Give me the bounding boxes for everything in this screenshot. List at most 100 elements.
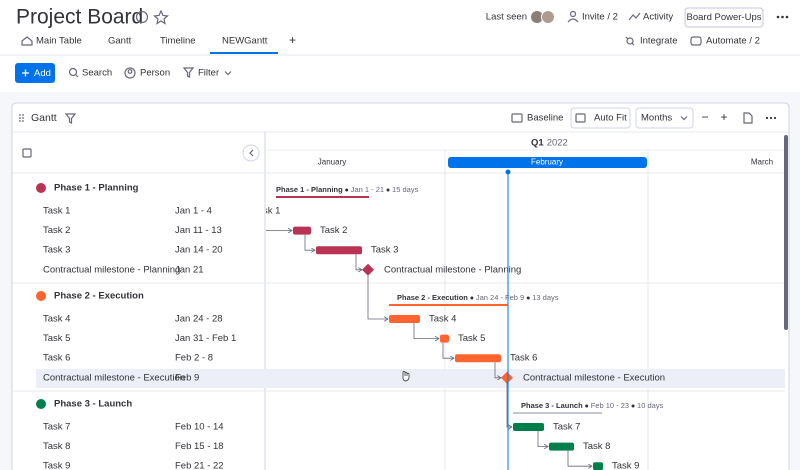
item-name[interactable]: Task 5 bbox=[43, 333, 70, 344]
integrate-icon[interactable] bbox=[625, 36, 635, 46]
task-bar[interactable] bbox=[513, 423, 544, 431]
last-seen[interactable]: Last seen bbox=[486, 12, 527, 23]
item-dates[interactable]: Jan 21 bbox=[175, 264, 204, 275]
milestone[interactable] bbox=[501, 371, 513, 384]
drag-handle[interactable] bbox=[22, 120, 24, 122]
favorite-icon[interactable] bbox=[153, 9, 169, 25]
item-dates[interactable]: Jan 31 - Feb 1 bbox=[175, 333, 236, 344]
item-dates[interactable]: Feb 10 - 14 bbox=[175, 422, 224, 433]
more-menu[interactable] bbox=[776, 15, 789, 19]
item-name[interactable]: Task 2 bbox=[43, 225, 70, 236]
auto-fit-box[interactable] bbox=[570, 107, 631, 129]
filter-button[interactable]: Filter bbox=[198, 68, 219, 79]
invite-icon[interactable] bbox=[567, 10, 579, 23]
item-dates[interactable]: Feb 2 - 8 bbox=[175, 353, 213, 364]
group-name[interactable]: Phase 3 - Launch bbox=[54, 399, 132, 410]
item-name[interactable]: Task 7 bbox=[43, 422, 70, 433]
drag-handle[interactable] bbox=[19, 114, 24, 122]
task-bar[interactable] bbox=[293, 226, 311, 235]
person-icon[interactable] bbox=[124, 67, 136, 79]
person-icon[interactable] bbox=[124, 67, 136, 79]
widget-filter-icon[interactable] bbox=[64, 113, 77, 124]
item-dates[interactable]: Feb 15 - 18 bbox=[175, 441, 224, 452]
more-menu[interactable] bbox=[785, 15, 789, 19]
baseline-button[interactable]: Baseline bbox=[527, 113, 563, 124]
widget-more[interactable] bbox=[769, 116, 773, 120]
tab-active[interactable]: NEWGantt bbox=[222, 36, 268, 47]
collapse-pane[interactable] bbox=[242, 144, 260, 162]
person-icon[interactable] bbox=[127, 69, 133, 74]
add-plus[interactable] bbox=[22, 69, 29, 77]
info-icon[interactable] bbox=[135, 10, 149, 24]
item-name[interactable]: Task 6 bbox=[43, 353, 70, 364]
task-bar[interactable] bbox=[440, 334, 449, 343]
add-button[interactable]: Add bbox=[34, 68, 51, 79]
milestone[interactable] bbox=[362, 263, 374, 276]
integrate-icon[interactable] bbox=[626, 37, 634, 45]
zoom-select-box[interactable] bbox=[635, 107, 694, 129]
item-dates[interactable]: Jan 11 - 13 bbox=[175, 225, 222, 236]
filter-icon[interactable] bbox=[182, 67, 195, 78]
collapse-all-icon[interactable] bbox=[22, 148, 32, 158]
zoom-out[interactable]: − bbox=[701, 110, 708, 124]
invite-icon[interactable] bbox=[567, 18, 579, 23]
power-ups-button[interactable]: Board Power-Ups bbox=[687, 12, 762, 23]
invite-button[interactable]: Invite / 2 bbox=[582, 12, 618, 23]
task-bar[interactable] bbox=[316, 246, 362, 255]
group-name[interactable]: Phase 1 - Planning bbox=[54, 183, 139, 194]
more-menu[interactable] bbox=[781, 15, 784, 19]
drag-handle[interactable] bbox=[19, 114, 21, 116]
integrate-icon[interactable] bbox=[625, 36, 635, 46]
tab[interactable]: Timeline bbox=[160, 36, 196, 47]
baseline-icon[interactable] bbox=[511, 113, 523, 123]
drag-handle[interactable] bbox=[22, 117, 24, 119]
filter-chevron[interactable] bbox=[224, 71, 232, 76]
power-ups-box[interactable] bbox=[684, 7, 764, 28]
item-name[interactable]: Task 4 bbox=[43, 314, 70, 325]
zoom-in[interactable]: + bbox=[720, 110, 727, 124]
more-menu[interactable] bbox=[776, 15, 780, 19]
group-name[interactable]: Phase 2 - Execution bbox=[54, 291, 144, 302]
task-bar[interactable] bbox=[593, 462, 603, 470]
item-dates[interactable]: Jan 1 - 4 bbox=[175, 206, 212, 217]
zoom-chevron[interactable] bbox=[680, 116, 688, 121]
add-button-box[interactable] bbox=[15, 63, 55, 83]
activity-icon[interactable] bbox=[628, 12, 641, 21]
auto-fit-icon[interactable] bbox=[575, 113, 586, 123]
activity-button[interactable]: Activity bbox=[643, 12, 673, 23]
avatar[interactable] bbox=[541, 10, 555, 24]
item-name[interactable]: Task 8 bbox=[43, 441, 70, 452]
item-name[interactable]: Contractual milestone - Planning bbox=[43, 264, 180, 275]
search-button[interactable]: Search bbox=[82, 68, 112, 79]
invite-icon[interactable] bbox=[569, 10, 577, 18]
search-icon[interactable] bbox=[68, 67, 78, 77]
widget-more[interactable] bbox=[773, 116, 777, 120]
widget-more[interactable] bbox=[765, 116, 777, 120]
drag-handle[interactable] bbox=[22, 114, 24, 116]
automate-icon[interactable] bbox=[690, 36, 702, 46]
automate-button[interactable]: Automate / 2 bbox=[706, 36, 760, 47]
tab[interactable]: Gantt bbox=[108, 36, 132, 47]
search-icon[interactable] bbox=[68, 67, 79, 78]
item-name[interactable]: Task 3 bbox=[43, 245, 70, 256]
item-dates[interactable]: Feb 9 bbox=[175, 372, 199, 383]
task-bar[interactable] bbox=[455, 354, 501, 363]
scrollbar[interactable] bbox=[784, 135, 788, 330]
drag-handle[interactable] bbox=[19, 120, 21, 122]
search-icon[interactable] bbox=[75, 74, 79, 78]
add-tab[interactable]: + bbox=[289, 33, 296, 47]
integrate-button[interactable]: Integrate bbox=[640, 36, 678, 47]
zoom-select[interactable]: Months bbox=[641, 113, 672, 124]
item-dates[interactable]: Feb 21 - 22 bbox=[175, 461, 224, 470]
item-dates[interactable]: Jan 24 - 28 bbox=[175, 314, 223, 325]
task-bar[interactable] bbox=[389, 315, 420, 323]
export-icon[interactable] bbox=[743, 112, 753, 124]
drag-handle[interactable] bbox=[19, 117, 21, 119]
collapse-pane-chevron[interactable] bbox=[249, 149, 254, 157]
widget-more[interactable] bbox=[765, 116, 769, 120]
item-name[interactable]: Task 1 bbox=[43, 206, 70, 217]
person-button[interactable]: Person bbox=[140, 68, 170, 79]
item-name[interactable]: Task 9 bbox=[43, 461, 70, 470]
item-dates[interactable]: Jan 14 - 20 bbox=[175, 245, 223, 256]
item-name[interactable]: Contractual milestone - Execution bbox=[43, 372, 185, 383]
